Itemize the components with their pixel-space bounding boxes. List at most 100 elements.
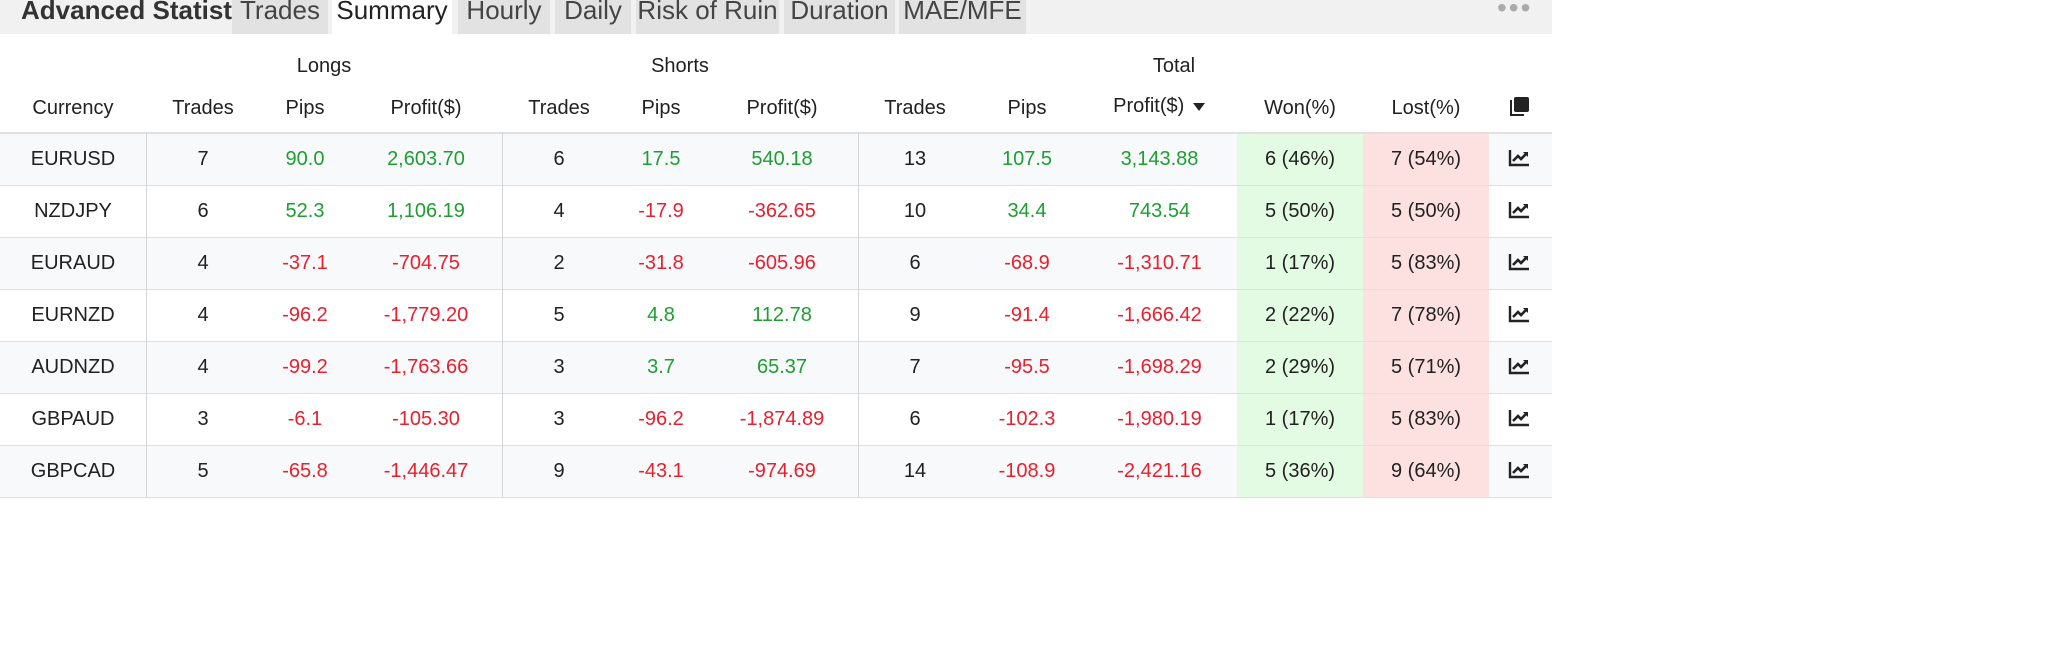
tab-summary[interactable]: Summary [332, 0, 452, 34]
col-longs-profit[interactable]: Profit($) [390, 97, 462, 119]
cell-t-trades: 14 [903, 460, 927, 482]
cell-t-trades: 13 [903, 148, 927, 170]
col-shorts-trades[interactable]: Trades [528, 97, 590, 119]
lost-column-bg [1363, 133, 1489, 498]
chart-icon[interactable] [1508, 409, 1530, 427]
cell-s-profit: 65.37 [756, 356, 808, 378]
cell-s-profit: -362.65 [748, 200, 816, 222]
row-divider [0, 497, 1552, 498]
tab-trades[interactable]: Trades [232, 0, 328, 34]
cell-l-trades: 4 [197, 356, 209, 378]
cell-won: 5 (50%) [1264, 200, 1336, 222]
cell-s-pips: -43.1 [638, 460, 684, 482]
cell-won: 1 (17%) [1264, 408, 1336, 430]
cell-lost: 9 (64%) [1390, 460, 1462, 482]
cell-l-trades: 7 [197, 148, 209, 170]
tab-duration[interactable]: Duration [784, 0, 895, 34]
cell-l-profit: 1,106.19 [387, 200, 465, 222]
sort-down-icon [1192, 102, 1205, 111]
col-total-trades[interactable]: Trades [884, 97, 946, 119]
group-divider [146, 133, 147, 498]
chart-icon[interactable] [1508, 201, 1530, 219]
cell-won: 5 (36%) [1264, 460, 1336, 482]
cell-l-profit: -704.75 [392, 252, 460, 274]
cell-l-profit: 2,603.70 [387, 148, 465, 170]
group-divider [858, 133, 859, 498]
group-longs: Longs [296, 55, 352, 77]
cell-l-pips: -65.8 [282, 460, 328, 482]
cell-t-profit: -1,980.19 [1117, 408, 1202, 430]
cell-s-profit: 112.78 [752, 304, 812, 326]
col-total-pips[interactable]: Pips [1007, 97, 1047, 119]
tab-mae-mfe[interactable]: MAE/MFE [899, 0, 1026, 34]
col-longs-pips[interactable]: Pips [285, 97, 325, 119]
cell-l-profit: -1,779.20 [383, 304, 469, 326]
cell-t-profit: -1,666.42 [1117, 304, 1202, 326]
group-shorts: Shorts [651, 55, 709, 77]
cell-t-pips: 107.5 [1001, 148, 1053, 170]
cell-lost: 7 (78%) [1390, 304, 1462, 326]
cell-currency: GBPAUD [31, 408, 115, 430]
col-won[interactable]: Won(%) [1264, 97, 1336, 119]
group-total: Total [1152, 55, 1196, 77]
cell-l-profit: -1,763.66 [383, 356, 469, 378]
more-dots-icon[interactable]: ••• [1497, 0, 1533, 23]
row-divider [0, 393, 1552, 394]
row-divider [0, 185, 1552, 186]
col-currency[interactable]: Currency [32, 97, 114, 119]
cell-s-profit: -974.69 [748, 460, 816, 482]
cell-t-trades: 6 [909, 408, 921, 430]
cell-lost: 5 (83%) [1390, 252, 1462, 274]
cell-s-trades: 6 [553, 148, 565, 170]
cell-l-trades: 4 [197, 304, 209, 326]
col-total-profit[interactable]: Profit($) [1082, 94, 1237, 118]
cell-s-pips: -96.2 [638, 408, 684, 430]
cell-l-trades: 4 [197, 252, 209, 274]
col-total-profit-label: Profit($) [1113, 95, 1185, 117]
cell-t-pips: 34.4 [1007, 200, 1047, 222]
chart-icon[interactable] [1508, 461, 1530, 479]
group-divider [502, 133, 503, 498]
cell-l-trades: 3 [197, 408, 209, 430]
cell-t-profit: -1,310.71 [1117, 252, 1202, 274]
cell-t-trades: 6 [909, 252, 921, 274]
col-shorts-pips[interactable]: Pips [641, 97, 681, 119]
col-shorts-profit[interactable]: Profit($) [746, 97, 818, 119]
cell-won: 2 (22%) [1264, 304, 1336, 326]
cell-l-trades: 5 [197, 460, 209, 482]
cell-s-profit: -1,874.89 [739, 408, 825, 430]
cell-t-profit: 3,143.88 [1120, 148, 1199, 170]
cell-l-pips: -6.1 [287, 408, 323, 430]
chart-icon[interactable] [1508, 305, 1530, 323]
cell-won: 1 (17%) [1264, 252, 1336, 274]
row-divider [0, 133, 1552, 134]
copy-icon[interactable] [1508, 97, 1530, 117]
cell-l-pips: 52.3 [285, 200, 325, 222]
cell-currency: EURUSD [30, 148, 116, 170]
chart-icon[interactable] [1508, 357, 1530, 375]
cell-t-trades: 9 [909, 304, 921, 326]
cell-s-trades: 4 [553, 200, 565, 222]
cell-l-pips: 90.0 [285, 148, 325, 170]
cell-currency: NZDJPY [34, 200, 112, 222]
cell-s-profit: 540.18 [751, 148, 813, 170]
cell-t-pips: -108.9 [998, 460, 1056, 482]
tab-daily[interactable]: Daily [555, 0, 631, 34]
cell-s-pips: 4.8 [647, 304, 675, 326]
cell-s-pips: -31.8 [638, 252, 684, 274]
cell-l-pips: -37.1 [282, 252, 328, 274]
cell-currency: AUDNZD [31, 356, 115, 378]
cell-s-trades: 3 [553, 356, 565, 378]
cell-s-pips: 3.7 [647, 356, 675, 378]
tab-hourly[interactable]: Hourly [458, 0, 550, 34]
col-lost[interactable]: Lost(%) [1391, 97, 1461, 119]
cell-t-pips: -95.5 [1004, 356, 1050, 378]
col-longs-trades[interactable]: Trades [172, 97, 234, 119]
cell-t-trades: 7 [909, 356, 921, 378]
cell-t-profit: 743.54 [1128, 200, 1191, 222]
chart-icon[interactable] [1508, 149, 1530, 167]
chart-icon[interactable] [1508, 253, 1530, 271]
tab-risk-of-ruin[interactable]: Risk of Ruin [636, 0, 779, 34]
row-divider [0, 341, 1552, 342]
cell-lost: 5 (71%) [1390, 356, 1462, 378]
